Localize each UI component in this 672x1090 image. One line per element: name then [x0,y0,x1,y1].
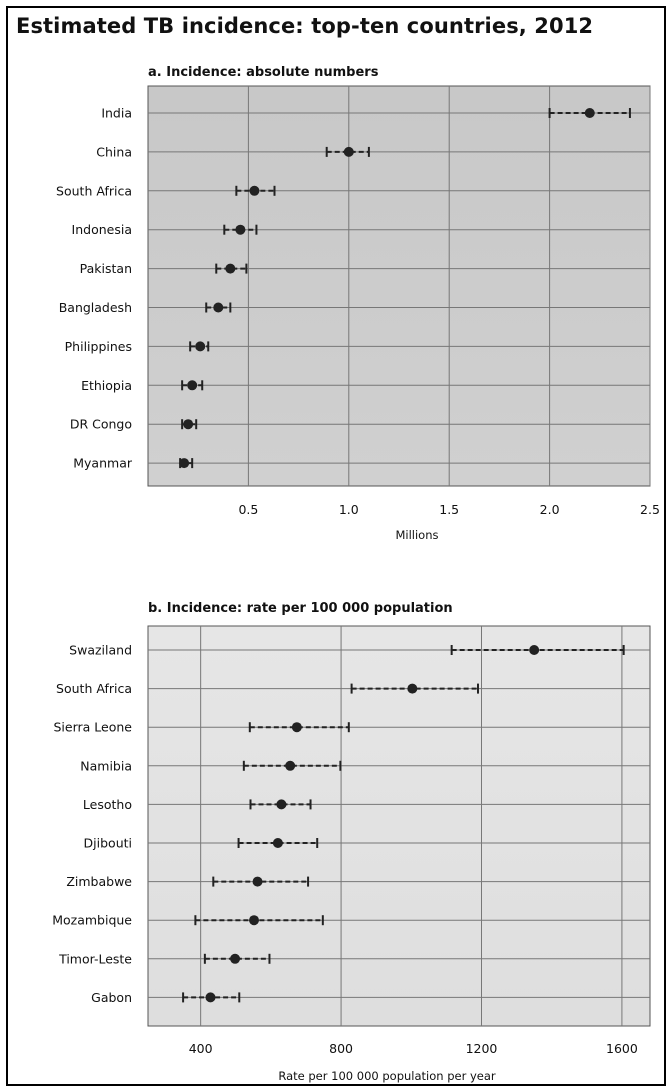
data-point-china [343,146,354,157]
data-point-south-africa [249,185,260,196]
data-point-indonesia [235,224,246,235]
x-tick-label: 1200 [466,1041,498,1056]
data-point-djibouti [272,838,283,848]
x-axis-label: Rate per 100 000 population per year [278,1069,496,1083]
data-point-ethiopia [187,380,198,391]
panel-a-absolute-numbers: a. Incidence: absolute numbers 0.5 1.0 1.5 2… [56,65,660,542]
x-axis-label: Millions [395,528,438,542]
panel-title: b. Incidence: rate per 100 000 populatio… [148,601,453,616]
data-point-myanmar [179,458,190,469]
category-label-sierra-leone: Sierra Leone [54,720,133,735]
data-point-philippines [195,341,206,352]
category-label-indonesia: Indonesia [72,222,132,237]
category-label-swaziland: Swaziland [69,643,132,658]
category-label-philippines: Philippines [65,339,132,354]
x-tick-label: 1.5 [439,502,459,517]
category-label-china: China [96,144,132,159]
category-label-timor-leste: Timor-Leste [58,951,132,966]
x-tick-label: 400 [189,1041,213,1056]
plot-area [147,625,651,1027]
data-point-timor-leste [230,953,241,964]
category-label-dr-congo: DR Congo [70,417,132,432]
data-point-india [584,108,595,118]
figure-frame [6,6,666,1086]
plot-area [147,85,651,487]
data-point-swaziland [529,645,540,655]
category-label-south-africa: South Africa [56,681,132,696]
data-point-sierra-leone [291,722,302,733]
category-label-djibouti: Djibouti [84,836,132,851]
data-point-gabon [205,992,216,1003]
panel-b-rate-per-100000: b. Incidence: rate per 100 000 populatio… [52,601,651,1083]
x-tick-label: 1600 [606,1041,638,1056]
data-point-namibia [285,760,296,771]
category-label-ethiopia: Ethiopia [81,378,132,393]
data-point-pakistan [225,263,236,274]
category-label-india: India [101,106,132,121]
category-label-gabon: Gabon [91,990,132,1005]
x-tick-label: 0.5 [238,502,258,517]
data-point-dr-congo [183,419,194,430]
category-label-bangladesh: Bangladesh [59,300,132,315]
category-label-pakistan: Pakistan [80,261,132,276]
category-label-zimbabwe: Zimbabwe [66,874,132,889]
category-label-lesotho: Lesotho [83,797,132,812]
category-label-south-africa: South Africa [56,183,132,198]
x-tick-label: 800 [329,1041,353,1056]
panel-title: a. Incidence: absolute numbers [148,65,379,80]
x-tick-label: 2.0 [540,502,560,517]
data-point-mozambique [249,915,260,926]
data-point-bangladesh [213,302,224,313]
category-label-namibia: Namibia [80,758,132,773]
x-tick-label: 1.0 [339,502,359,517]
data-point-lesotho [276,799,287,810]
data-point-south-africa [407,683,418,694]
data-point-zimbabwe [252,876,263,887]
x-tick-label: 2.5 [640,502,660,517]
page-title: Estimated TB incidence: top-ten countrie… [16,14,594,38]
category-label-mozambique: Mozambique [52,913,132,928]
category-label-myanmar: Myanmar [73,456,133,471]
